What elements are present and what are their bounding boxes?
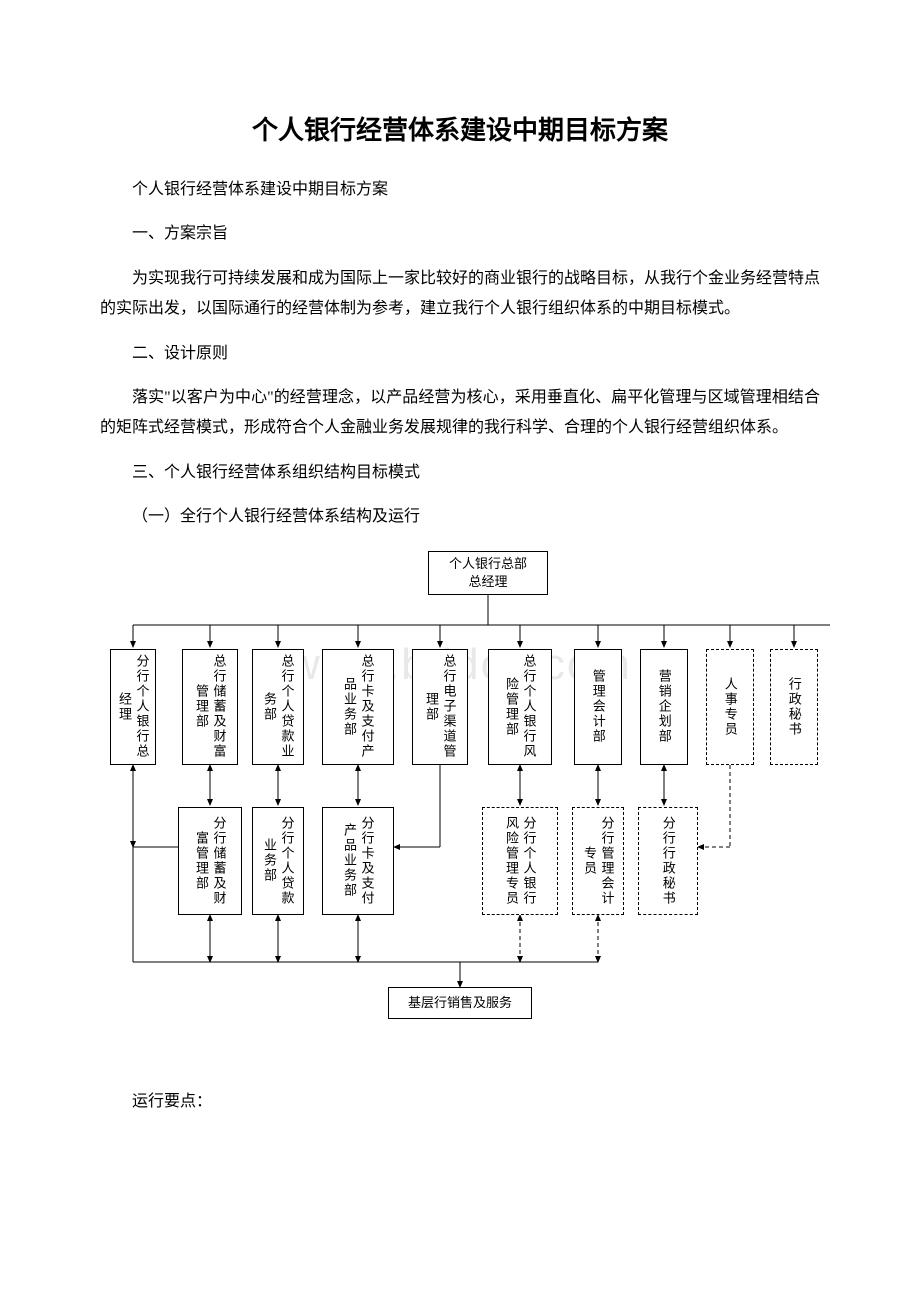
org-chart: 个人银行总部 总经理 分行个人银行总经理 总行储蓄及财富管理部 总行个人贷款业务… <box>70 547 850 1047</box>
node-r1-10: 行政秘书 <box>770 649 818 765</box>
node-r2-6-label: 分行行政秘书 <box>659 816 677 906</box>
section-runpoints: 运行要点： <box>100 1087 820 1117</box>
node-r1-6: 总行个人银行风险管理部 <box>488 649 552 765</box>
page-title: 个人银行经营体系建设中期目标方案 <box>100 110 820 147</box>
org-chart-connectors <box>70 547 850 1047</box>
node-r1-5-label: 总行电子渠道管理部 <box>422 654 457 760</box>
node-r1-8: 营销企划部 <box>640 649 688 765</box>
node-r2-4-label: 分行个人银行风险管理专员 <box>502 812 537 910</box>
node-top: 个人银行总部 总经理 <box>428 551 548 595</box>
node-r2-2-label: 分行个人贷款业务部 <box>260 812 295 910</box>
node-r1-3: 总行个人贷款业务部 <box>252 649 304 765</box>
node-r2-6: 分行行政秘书 <box>638 807 698 915</box>
section-3-heading: 三、个人银行经营体系组织结构目标模式 <box>100 458 820 488</box>
node-r1-10-label: 行政秘书 <box>785 677 803 737</box>
node-top-l2: 总经理 <box>449 573 527 591</box>
node-r1-3-label: 总行个人贷款业务部 <box>260 654 295 760</box>
node-r1-1-label: 分行个人银行总经理 <box>115 654 150 760</box>
section-1-heading: 一、方案宗旨 <box>100 219 820 249</box>
node-r1-6-label: 总行个人银行风险管理部 <box>502 654 537 760</box>
subtitle-line: 个人银行经营体系建设中期目标方案 <box>100 175 820 205</box>
node-r2-5-label: 分行管理会计专员 <box>580 812 615 910</box>
node-r1-7: 管理会计部 <box>574 649 622 765</box>
node-r1-5: 总行电子渠道管理部 <box>412 649 468 765</box>
node-r1-9-label: 人事专员 <box>721 677 739 737</box>
section-1-body: 为实现我行可持续发展和成为国际上一家比较好的商业银行的战略目标，从我行个金业务经… <box>100 264 820 325</box>
node-top-l1: 个人银行总部 <box>449 555 527 573</box>
node-r1-8-label: 营销企划部 <box>655 669 673 744</box>
node-r2-5: 分行管理会计专员 <box>572 807 624 915</box>
node-r1-2: 总行储蓄及财富管理部 <box>182 649 238 765</box>
section-3-sub1: （一）全行个人银行经营体系结构及运行 <box>100 502 820 532</box>
node-r1-1: 分行个人银行总经理 <box>110 649 156 765</box>
node-r2-1: 分行储蓄及财富管理部 <box>178 807 242 915</box>
section-2-heading: 二、设计原则 <box>100 339 820 369</box>
node-r1-9: 人事专员 <box>706 649 754 765</box>
node-r2-3-label: 分行卡及支付产品业务部 <box>340 812 375 910</box>
section-2-body: 落实"以客户为中心"的经营理念，以产品经营为核心，采用垂直化、扁平化管理与区域管… <box>100 383 820 444</box>
node-r2-3: 分行卡及支付产品业务部 <box>322 807 394 915</box>
node-r1-7-label: 管理会计部 <box>589 669 607 744</box>
node-bottom: 基层行销售及服务 <box>388 987 532 1019</box>
node-r2-1-label: 分行储蓄及财富管理部 <box>192 812 227 910</box>
node-bottom-label: 基层行销售及服务 <box>408 994 512 1012</box>
node-r1-2-label: 总行储蓄及财富管理部 <box>192 654 227 760</box>
node-r2-4: 分行个人银行风险管理专员 <box>482 807 558 915</box>
node-r2-2: 分行个人贷款业务部 <box>252 807 304 915</box>
node-r1-4-label: 总行卡及支付产品业务部 <box>340 654 375 760</box>
node-r1-4: 总行卡及支付产品业务部 <box>322 649 394 765</box>
